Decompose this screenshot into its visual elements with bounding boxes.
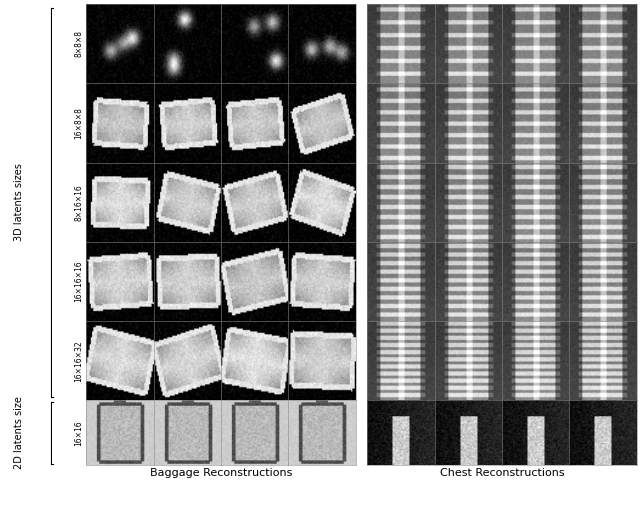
- Text: Baggage Reconstructions: Baggage Reconstructions: [150, 468, 292, 479]
- Text: Chest Reconstructions: Chest Reconstructions: [440, 468, 564, 479]
- Text: 8×16×16: 8×16×16: [74, 184, 83, 221]
- Text: 16×16: 16×16: [74, 420, 83, 446]
- Text: 16×16×16: 16×16×16: [74, 261, 83, 302]
- Text: 16×16×32: 16×16×32: [74, 340, 83, 382]
- Text: 16×8×8: 16×8×8: [74, 107, 83, 139]
- Text: 8×8×8: 8×8×8: [74, 30, 83, 58]
- Text: 3D latents sizes: 3D latents sizes: [14, 163, 24, 241]
- Text: 2D latents size: 2D latents size: [14, 396, 24, 470]
